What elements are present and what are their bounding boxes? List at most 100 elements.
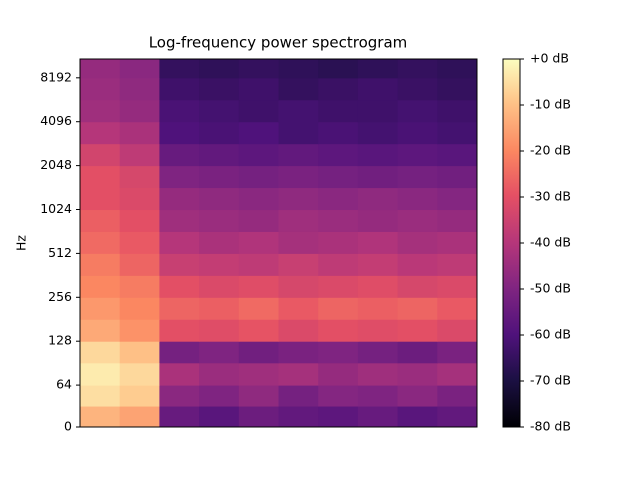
spectrogram-cell [199, 143, 240, 167]
spectrogram-cell [397, 253, 438, 276]
spectrogram-cell [318, 406, 359, 428]
y-tick-label: 4096 [40, 113, 72, 128]
spectrogram-cell [278, 165, 319, 189]
spectrogram-cell [397, 143, 438, 167]
spectrogram-cell [278, 385, 319, 407]
colorbar [502, 58, 521, 428]
spectrogram-cell [119, 319, 160, 342]
spectrogram-cell [278, 319, 319, 342]
spectrogram-cell [80, 121, 121, 145]
spectrogram-cell [437, 362, 478, 386]
spectrogram-cell [238, 406, 279, 428]
spectrogram-cell [238, 231, 279, 254]
spectrogram-cell [437, 297, 478, 320]
y-tick-label: 8192 [40, 69, 72, 84]
spectrogram-cell [437, 275, 478, 298]
spectrogram-cell [80, 385, 121, 407]
spectrogram-cell [278, 231, 319, 254]
spectrogram-cell [199, 187, 240, 211]
spectrogram-cell [80, 209, 121, 232]
spectrogram-cell [159, 341, 200, 364]
spectrogram-cell [357, 362, 399, 386]
spectrogram-cell [357, 341, 399, 364]
spectrogram-cell [80, 187, 121, 211]
spectrogram-cell [357, 187, 399, 211]
spectrogram-cell [119, 121, 160, 145]
spectrogram-cell [238, 297, 279, 320]
spectrogram-cell [238, 341, 279, 364]
spectrogram-cell [238, 77, 279, 101]
spectrogram-cell [357, 297, 399, 320]
spectrogram-cell [437, 99, 478, 123]
y-tick-label: 512 [48, 245, 72, 260]
spectrogram-cell [278, 341, 319, 364]
spectrogram-cell [199, 406, 240, 428]
spectrogram-cell [199, 319, 240, 342]
spectrogram-cell [199, 165, 240, 189]
spectrogram-cell [119, 275, 160, 298]
spectrogram-cell [278, 275, 319, 298]
spectrogram-cell [437, 143, 478, 167]
spectrogram-cell [159, 143, 200, 167]
spectrogram-cell [357, 59, 399, 79]
spectrogram-cell [238, 59, 279, 79]
spectrogram-cell [80, 253, 121, 276]
spectrogram-cell [119, 59, 160, 79]
spectrogram-cell [437, 77, 478, 101]
spectrogram-cell [80, 319, 121, 342]
spectrogram-cell [437, 231, 478, 254]
spectrogram-cell [318, 297, 359, 320]
spectrogram-cell [159, 165, 200, 189]
spectrogram-cell [397, 187, 438, 211]
spectrogram-cell [278, 99, 319, 123]
spectrogram-cell [238, 165, 279, 189]
colorbar-tick-label: -30 dB [530, 189, 571, 204]
spectrogram-cell [119, 297, 160, 320]
spectrogram-cell [437, 319, 478, 342]
colorbar-tick-label: -70 dB [530, 373, 571, 388]
spectrogram-cell [119, 253, 160, 276]
spectrogram-cell [318, 77, 359, 101]
spectrogram-cell [80, 143, 121, 167]
spectrogram-cell [159, 385, 200, 407]
spectrogram-cell [119, 385, 160, 407]
spectrogram-cell [397, 77, 438, 101]
spectrogram-cell [199, 297, 240, 320]
spectrogram-cell [357, 77, 399, 101]
spectrogram-cell [80, 275, 121, 298]
spectrogram-cell [80, 297, 121, 320]
spectrogram-cell [397, 231, 438, 254]
spectrogram-cell [80, 362, 121, 386]
spectrogram-cell [278, 187, 319, 211]
spectrogram-cell [357, 143, 399, 167]
y-tick-label: 0 [64, 419, 72, 434]
spectrogram-cell [437, 341, 478, 364]
spectrogram-cell [318, 341, 359, 364]
spectrogram-cell [397, 385, 438, 407]
spectrogram-cell [357, 406, 399, 428]
spectrogram-cell [238, 99, 279, 123]
spectrogram-cell [318, 143, 359, 167]
spectrogram-cell [238, 121, 279, 145]
colorbar-tick-label: -10 dB [530, 97, 571, 112]
spectrogram-cell [278, 77, 319, 101]
colorbar-tick-label: -60 dB [530, 327, 571, 342]
colorbar-tick-label: -80 dB [530, 419, 571, 434]
spectrogram-cell [199, 341, 240, 364]
y-axis-label: Hz [14, 235, 29, 251]
spectrogram-cell [119, 187, 160, 211]
spectrogram-cell [357, 231, 399, 254]
spectrogram-cell [159, 77, 200, 101]
spectrogram-cell [159, 99, 200, 123]
spectrogram-cell [199, 362, 240, 386]
spectrogram-cell [238, 143, 279, 167]
spectrogram-cell [159, 253, 200, 276]
spectrogram-cell [397, 165, 438, 189]
y-tick-label: 128 [48, 333, 72, 348]
spectrogram-cell [199, 77, 240, 101]
spectrogram-cell [318, 59, 359, 79]
spectrogram-cell [80, 231, 121, 254]
spectrogram-cell [119, 406, 160, 428]
spectrogram-cell [357, 275, 399, 298]
spectrogram-cell [199, 253, 240, 276]
